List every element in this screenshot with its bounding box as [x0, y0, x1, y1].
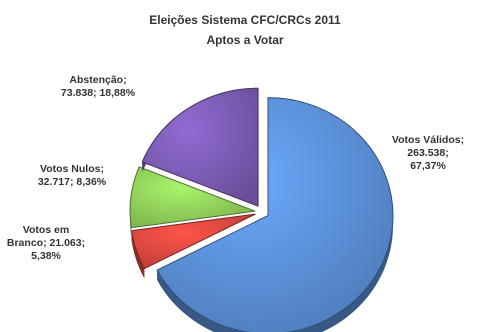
chart-title-line-2: Aptos a Votar: [206, 33, 283, 47]
pie-slice-side: [157, 97, 393, 332]
slice-label-line: 5,38%: [31, 250, 61, 262]
slice-label-line: Branco; 21.063;: [7, 237, 85, 249]
slice-label-line: Votos em: [23, 224, 69, 236]
slice-label-line: 32.717; 8,36%: [38, 176, 107, 188]
slice-label-line: 67,37%: [410, 160, 446, 172]
pie-slice-abstencao: [141, 87, 259, 207]
slice-label-line: Abstenção;: [69, 74, 126, 86]
pie-slice-side: [131, 230, 145, 279]
slice-label-line: Votos Válidos;: [392, 134, 464, 146]
slice-label: Votos Nulos; 32.717; 8,36%: [38, 163, 107, 188]
slice-label: Votos em Branco; 21.063; 5,38%: [7, 224, 85, 262]
pie-slices: [129, 87, 394, 332]
pie-slice-votos-nulos: [129, 166, 256, 238]
pie-slice-top: [131, 213, 256, 270]
pie-slice-top: [141, 87, 259, 207]
slice-label-line: 263.538;: [407, 147, 448, 159]
pie-slice-votos-validos: [156, 97, 394, 332]
slice-labels: Votos Válidos; 263.538; 67,37% Votos em Bran…: [7, 74, 464, 262]
slice-label-line: 73.838; 18,88%: [61, 87, 136, 99]
slice-label: Votos Válidos; 263.538; 67,37%: [392, 134, 464, 172]
pie-slice-top: [129, 166, 256, 229]
pie-slice-votos-em-branco: [131, 213, 256, 279]
pie-slice-top: [156, 97, 394, 332]
slice-label: Abstenção; 73.838; 18,88%: [61, 74, 136, 99]
chart-title-line-1: Eleições Sistema CFC/CRCs 2011: [149, 13, 341, 27]
slice-label-line: Votos Nulos;: [40, 163, 104, 175]
